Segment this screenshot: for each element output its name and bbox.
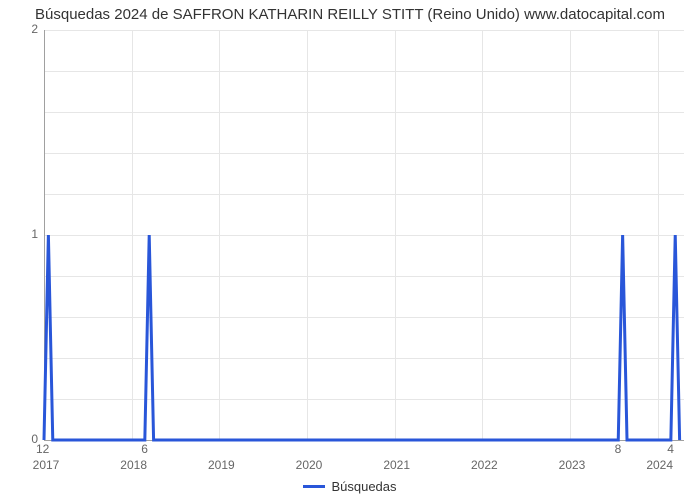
x-tick-label: 2018 — [114, 458, 154, 472]
plot-area: 0122017201820192020202120222023202412684 — [44, 30, 684, 440]
chart-title: Búsquedas 2024 de SAFFRON KATHARIN REILL… — [0, 6, 700, 23]
x-tick-label: 2017 — [26, 458, 66, 472]
y-tick-label: 1 — [14, 227, 38, 241]
chart-container: Búsquedas 2024 de SAFFRON KATHARIN REILL… — [0, 0, 700, 500]
legend: Búsquedas — [0, 478, 700, 494]
x-tick-label: 2021 — [377, 458, 417, 472]
x-tick-label: 2024 — [640, 458, 680, 472]
legend-swatch — [303, 485, 325, 488]
y-tick-label: 2 — [14, 22, 38, 36]
y-tick-label: 0 — [14, 432, 38, 446]
line-series — [44, 30, 684, 440]
data-label: 4 — [667, 442, 674, 456]
data-label: 6 — [141, 442, 148, 456]
data-label: 12 — [36, 442, 49, 456]
data-label: 8 — [615, 442, 622, 456]
x-tick-label: 2020 — [289, 458, 329, 472]
x-tick-label: 2022 — [464, 458, 504, 472]
x-tick-label: 2023 — [552, 458, 592, 472]
x-tick-label: 2019 — [201, 458, 241, 472]
legend-label: Búsquedas — [331, 479, 396, 494]
